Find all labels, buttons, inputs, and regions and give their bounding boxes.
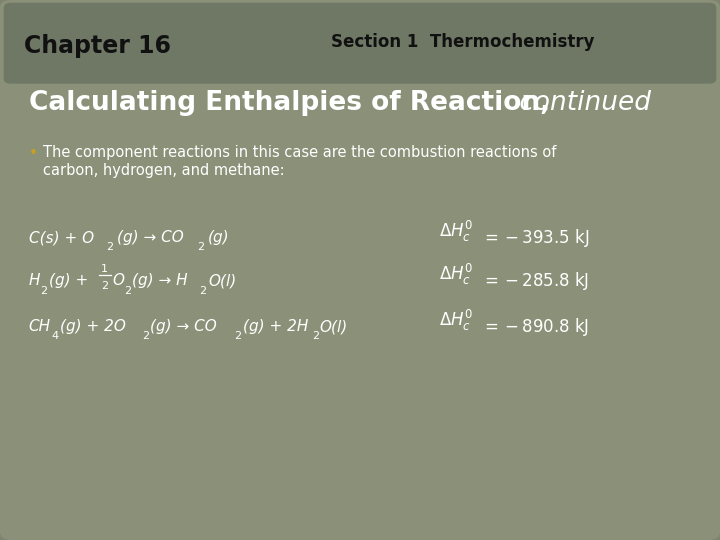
Text: •: • [29,146,37,161]
Text: 2: 2 [102,281,109,291]
Text: $= -393.5\ \mathrm{kJ}$: $= -393.5\ \mathrm{kJ}$ [481,227,590,248]
Text: The component reactions in this case are the combustion reactions of: The component reactions in this case are… [43,145,557,160]
Text: H: H [29,273,40,288]
Text: $= -285.8\ \mathrm{kJ}$: $= -285.8\ \mathrm{kJ}$ [481,270,589,292]
Text: O(l): O(l) [208,273,236,288]
Text: (g) +: (g) + [49,273,89,288]
Text: 4: 4 [52,332,59,341]
Text: (g) + 2H: (g) + 2H [243,319,308,334]
Text: Section 1  Thermochemistry: Section 1 Thermochemistry [331,33,595,51]
Text: (g) + 2O: (g) + 2O [60,319,125,334]
Text: (g) → CO: (g) → CO [150,319,217,334]
Text: Calculating Enthalpies of Reaction,: Calculating Enthalpies of Reaction, [29,90,550,116]
Text: O(l): O(l) [320,319,348,334]
Text: 2: 2 [40,286,48,295]
Text: 2: 2 [312,332,319,341]
Text: C(s) + O: C(s) + O [29,230,94,245]
Text: O: O [112,273,125,288]
Text: 1: 1 [101,264,108,274]
Text: (g) → CO: (g) → CO [117,230,184,245]
Text: continued: continued [511,90,651,116]
Text: carbon, hydrogen, and methane:: carbon, hydrogen, and methane: [43,163,285,178]
Text: $\Delta H^0_c$: $\Delta H^0_c$ [439,219,473,244]
Text: $\Delta H^0_c$: $\Delta H^0_c$ [439,308,473,333]
Text: 2: 2 [199,286,207,295]
Text: 2: 2 [234,332,241,341]
Text: Chapter 16: Chapter 16 [24,34,171,58]
FancyBboxPatch shape [4,3,716,84]
Text: 2: 2 [197,242,204,252]
Text: (g): (g) [207,230,229,245]
Text: (g) → H: (g) → H [132,273,188,288]
Text: 2: 2 [142,332,149,341]
Text: CH: CH [29,319,51,334]
Text: 2: 2 [107,242,114,252]
Text: $= -890.8\ \mathrm{kJ}$: $= -890.8\ \mathrm{kJ}$ [481,316,589,338]
Text: $\Delta H^0_c$: $\Delta H^0_c$ [439,262,473,287]
Text: 2: 2 [124,286,131,295]
